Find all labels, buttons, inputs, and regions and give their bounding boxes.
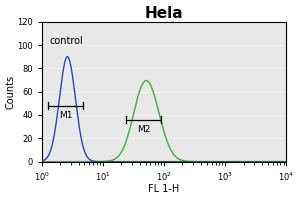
- Text: control: control: [49, 36, 83, 46]
- X-axis label: FL 1-H: FL 1-H: [148, 184, 180, 194]
- Title: Hela: Hela: [145, 6, 183, 21]
- Y-axis label: Counts: Counts: [6, 75, 16, 109]
- Text: M2: M2: [137, 125, 150, 134]
- Text: M1: M1: [59, 111, 72, 120]
